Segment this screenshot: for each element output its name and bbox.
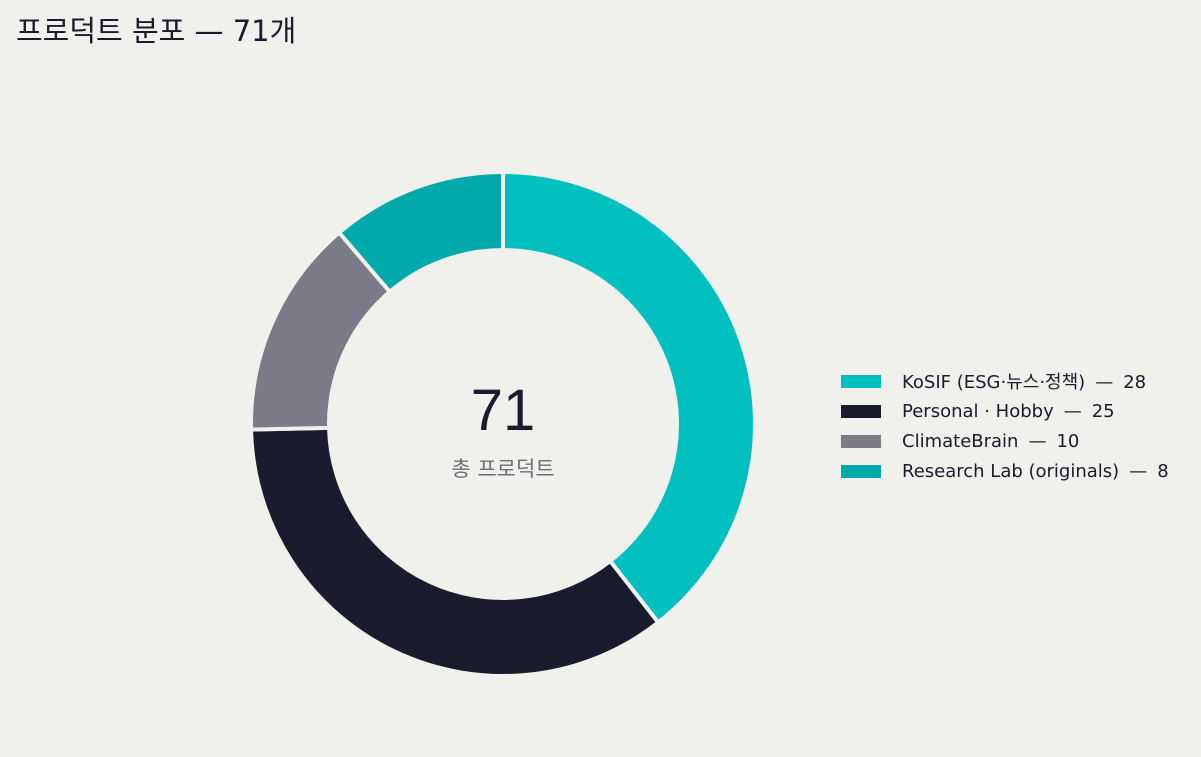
- legend-label: Personal · Hobby — 25: [902, 401, 1115, 422]
- legend-swatch: [841, 374, 881, 388]
- legend-item-2: Personal · Hobby — 25: [841, 396, 1169, 426]
- legend-separator: —: [1063, 400, 1082, 422]
- center-total-value: 71: [471, 378, 536, 443]
- donut-slices: [249, 170, 757, 678]
- legend-series-value: 8: [1157, 460, 1169, 482]
- legend-series-value: 28: [1123, 372, 1147, 393]
- legend-swatch: [841, 404, 881, 418]
- legend-label: ClimateBrain — 10: [902, 431, 1079, 452]
- legend-item-3: ClimateBrain — 10: [841, 426, 1169, 456]
- legend-label: Research Lab (originals) — 8: [902, 461, 1169, 482]
- legend-series-name: KoSIF (ESG·뉴스·정책): [902, 372, 1086, 393]
- legend-item-4: Research Lab (originals) — 8: [841, 456, 1169, 486]
- legend-label: KoSIF (ESG·뉴스·정책) — 28: [902, 368, 1146, 394]
- legend-swatch: [841, 464, 881, 478]
- legend-separator: —: [1095, 372, 1114, 393]
- donut-slice-4: [337, 170, 505, 294]
- legend-series-name: Research Lab (originals): [902, 460, 1120, 482]
- legend-swatch: [841, 434, 881, 448]
- legend-separator: —: [1129, 460, 1148, 482]
- legend-series-name: ClimateBrain: [902, 430, 1019, 452]
- chart-legend: KoSIF (ESG·뉴스·정책) — 28 Personal · Hobby — 25 C…: [841, 366, 1169, 486]
- donut-slice-1: [501, 170, 757, 625]
- legend-item-1: KoSIF (ESG·뉴스·정책) — 28: [841, 366, 1169, 396]
- center-total-label: 총 프로덕트: [451, 457, 554, 481]
- donut-slice-2: [249, 425, 661, 678]
- page-title: 프로덕트 분포 — 71개: [16, 14, 297, 48]
- legend-separator: —: [1028, 430, 1047, 452]
- legend-series-value: 10: [1056, 430, 1080, 452]
- legend-series-value: 25: [1091, 400, 1115, 422]
- legend-series-name: Personal · Hobby: [902, 400, 1054, 422]
